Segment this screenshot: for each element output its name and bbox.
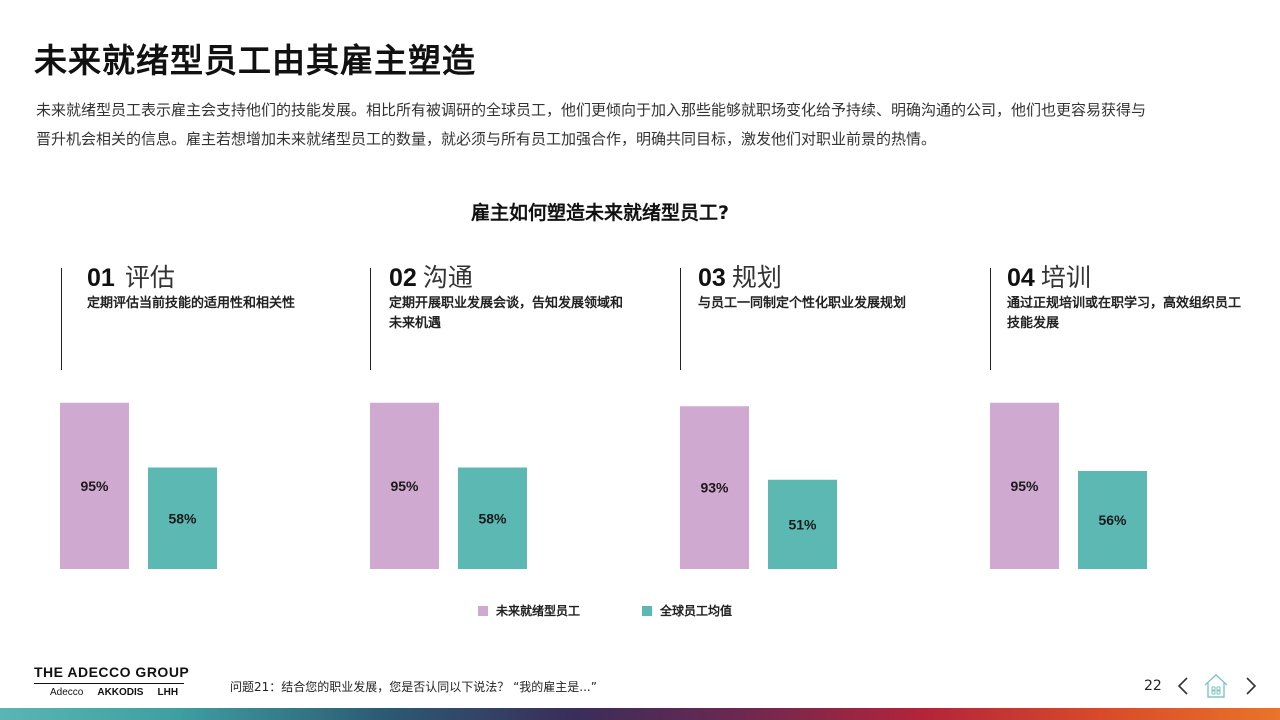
legend-label: 未来就绪型员工 xyxy=(496,604,581,618)
column-number: 01 xyxy=(87,264,115,292)
legend-item-future-ready: 未来就绪型员工 xyxy=(478,602,580,619)
legend-swatch xyxy=(642,605,652,616)
slide-title: 未来就绪型员工由其雇主塑造 xyxy=(34,41,476,80)
column-description: 定期评估当前技能的适用性和相关性 xyxy=(87,296,296,311)
logo-brands: Adecco AKKODIS LHH xyxy=(34,687,192,698)
column-number: 04 xyxy=(1007,264,1035,292)
column-name: 评估 xyxy=(124,263,175,292)
logo-brand-akkodis: AKKODIS xyxy=(97,687,144,698)
column-name: 培训 xyxy=(1040,263,1091,292)
column-heading: 04 培训 xyxy=(1007,258,1091,294)
legend-label: 全球员工均值 xyxy=(660,604,733,618)
column-description: 通过正规培训或在职学习，高效组织员工技能发展 xyxy=(1007,296,1242,331)
column-divider xyxy=(680,268,681,370)
column-name: 规划 xyxy=(731,263,782,292)
column-number: 03 xyxy=(698,264,726,292)
bar-value-label: 51% xyxy=(788,516,817,532)
legend-swatch xyxy=(478,605,488,616)
home-button[interactable] xyxy=(1202,672,1230,700)
footnote: 问题21：结合您的职业发展，您是否认同以下说法？ “我的雇主是...” xyxy=(230,680,597,694)
bar-value-label: 56% xyxy=(1098,512,1127,528)
intro-paragraph: 未来就绪型员工表示雇主会支持他们的技能发展。相比所有被调研的全球员工，他们更倾向… xyxy=(36,96,1246,154)
intro-line-2: 晋升机会相关的信息。雇主若想增加未来就绪型员工的数量，就必须与所有员工加强合作，… xyxy=(36,130,937,148)
logo-rule xyxy=(34,683,184,684)
bar-global-average-4 xyxy=(1078,471,1147,569)
bar-future-ready-2 xyxy=(370,402,439,569)
bar-value-label: 95% xyxy=(80,478,109,494)
home-icon xyxy=(1204,674,1228,698)
chevron-right-icon xyxy=(1246,677,1257,695)
bar-value-label: 58% xyxy=(168,510,197,526)
column-heading: 03 规划 xyxy=(698,258,782,294)
next-slide-button[interactable] xyxy=(1238,672,1262,700)
column-divider xyxy=(61,268,62,370)
bar-future-ready-3 xyxy=(680,406,749,569)
previous-slide-button[interactable] xyxy=(1172,672,1196,700)
logo-brand-lhh: LHH xyxy=(157,687,179,698)
column-communicate: 02 沟通 定期开展职业发展会谈，告知发展领域和未来机遇 xyxy=(370,263,623,370)
column-name: 沟通 xyxy=(422,263,473,292)
company-logo: THE ADECCO GROUP Adecco AKKODIS LHH xyxy=(34,664,192,698)
bar-future-ready-4 xyxy=(990,402,1059,569)
bar-value-label: 93% xyxy=(700,480,729,496)
logo-brand-adecco: Adecco xyxy=(50,687,84,698)
column-divider xyxy=(370,268,371,370)
bar-future-ready-1 xyxy=(60,402,129,569)
logo-wordmark: THE ADECCO GROUP xyxy=(34,664,190,680)
intro-line-1: 未来就绪型员工表示雇主会支持他们的技能发展。相比所有被调研的全球员工，他们更倾向… xyxy=(36,101,1147,119)
column-divider xyxy=(990,268,991,370)
page-number: 22 xyxy=(1144,678,1162,694)
footer-gradient-bar xyxy=(0,708,1280,720)
chevron-left-icon xyxy=(1177,677,1188,695)
chart-subtitle: 雇主如何塑造未来就绪型员工? xyxy=(0,198,1200,225)
chart-subtitle-text: 雇主如何塑造未来就绪型员工? xyxy=(470,202,730,224)
bar-global-average-1 xyxy=(148,467,217,569)
column-train: 04 培训 通过正规培训或在职学习，高效组织员工技能发展 xyxy=(990,263,1241,370)
bar-value-label: 95% xyxy=(1010,478,1039,494)
column-heading: 01 评估 xyxy=(87,258,175,294)
column-number: 02 xyxy=(389,264,417,292)
bar-global-average-2 xyxy=(458,467,527,569)
column-heading: 02 沟通 xyxy=(389,258,473,294)
column-plan: 03 规划 与员工一同制定个性化职业发展规划 xyxy=(680,263,930,370)
column-description: 定期开展职业发展会谈，告知发展领域和未来机遇 xyxy=(389,296,624,331)
bar-value-label: 58% xyxy=(478,510,507,526)
bar-global-average-3 xyxy=(768,479,837,569)
bar-value-label: 95% xyxy=(390,478,419,494)
legend-item-global-average: 全球员工均值 xyxy=(642,602,732,619)
column-assess: 01 评估 定期评估当前技能的适用性和相关性 xyxy=(61,263,311,370)
column-description: 与员工一同制定个性化职业发展规划 xyxy=(698,296,907,311)
